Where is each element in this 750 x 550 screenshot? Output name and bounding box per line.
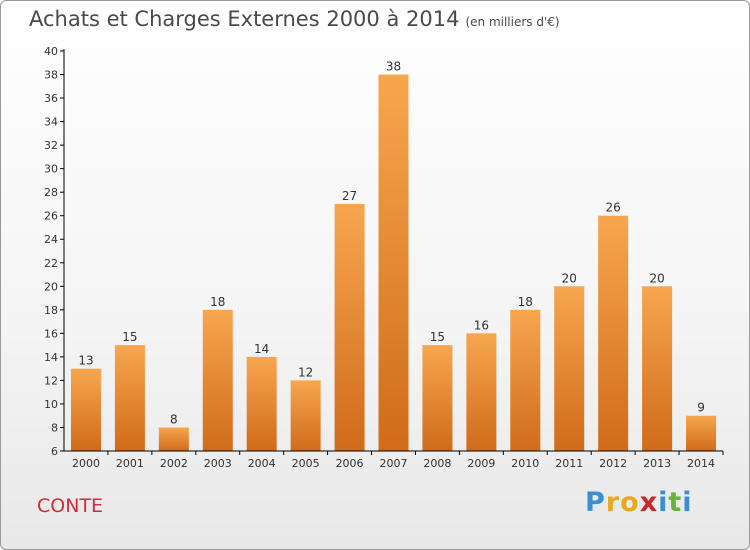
x-tick-label: 2007 bbox=[380, 457, 408, 470]
bar-value-label: 18 bbox=[210, 295, 225, 309]
x-tick-label: 2012 bbox=[599, 457, 627, 470]
bar-value-label: 13 bbox=[78, 354, 93, 368]
y-tick-label: 12 bbox=[44, 374, 58, 387]
bar-value-label: 26 bbox=[606, 201, 621, 215]
y-tick-label: 6 bbox=[51, 445, 58, 458]
chart-title: Achats et Charges Externes 2000 à 2014 (e… bbox=[29, 7, 560, 31]
x-tick-label: 2008 bbox=[423, 457, 451, 470]
bar-2002 bbox=[158, 427, 189, 451]
y-axis: 6 8 10 12 14 16 18 20 22 24 26 28 30 32 34 36 38 40 bbox=[44, 45, 65, 458]
chart-title-text: Achats et Charges Externes 2000 à 2014 bbox=[29, 7, 460, 31]
bar-2005 bbox=[290, 380, 321, 451]
bars-group: 13 15 8 18 14 12 27 38 15 16 18 20 26 20 9 bbox=[70, 60, 717, 451]
bar-value-label: 15 bbox=[122, 330, 137, 344]
logo-letter: i bbox=[682, 487, 693, 518]
y-tick-label: 18 bbox=[44, 304, 58, 317]
bar-2011 bbox=[554, 286, 585, 451]
bar-value-label: 12 bbox=[298, 365, 313, 379]
x-tick-label: 2004 bbox=[248, 457, 276, 470]
bar-2008 bbox=[422, 345, 453, 451]
x-tick-label: 2005 bbox=[292, 457, 320, 470]
bar-2014 bbox=[686, 415, 717, 451]
x-tick-label: 2010 bbox=[511, 457, 539, 470]
y-tick-label: 16 bbox=[44, 327, 58, 340]
y-tick-label: 20 bbox=[44, 280, 58, 293]
bar-2004 bbox=[246, 356, 277, 451]
bar-value-label: 15 bbox=[430, 330, 445, 344]
chart-unit: (en milliers d'€) bbox=[465, 15, 560, 29]
y-tick-label: 28 bbox=[44, 186, 58, 199]
bar-2009 bbox=[466, 333, 497, 451]
bar-value-label: 27 bbox=[342, 189, 357, 203]
bar-value-label: 9 bbox=[697, 401, 705, 415]
bar-value-label: 8 bbox=[170, 412, 178, 426]
bar-value-label: 18 bbox=[518, 295, 533, 309]
y-tick-label: 26 bbox=[44, 210, 58, 223]
x-tick-label: 2000 bbox=[72, 457, 100, 470]
x-tick-label: 2006 bbox=[336, 457, 364, 470]
bar-value-label: 14 bbox=[254, 342, 269, 356]
logo-letter: P bbox=[585, 487, 606, 518]
bar-2000 bbox=[70, 368, 101, 451]
y-tick-label: 38 bbox=[44, 69, 58, 82]
y-tick-label: 22 bbox=[44, 257, 58, 270]
y-tick-label: 14 bbox=[44, 351, 58, 364]
x-tick-label: 2003 bbox=[204, 457, 232, 470]
y-tick-label: 24 bbox=[44, 233, 58, 246]
bar-value-label: 38 bbox=[386, 60, 401, 74]
logo-letter: x bbox=[639, 487, 659, 518]
bar-value-label: 20 bbox=[562, 271, 577, 285]
y-tick-label: 10 bbox=[44, 398, 58, 411]
proxiti-logo: Proxiti bbox=[585, 487, 693, 518]
logo-letter: t bbox=[668, 487, 683, 518]
x-axis: 2000 2001 2002 2003 2004 2005 2006 2007 2008 2009… bbox=[64, 450, 724, 470]
logo-letter: r bbox=[605, 487, 621, 518]
bar-2001 bbox=[114, 345, 145, 451]
x-tick-label: 2009 bbox=[467, 457, 495, 470]
x-tick-label: 2014 bbox=[687, 457, 715, 470]
bar-2006 bbox=[334, 203, 365, 451]
x-tick-label: 2001 bbox=[116, 457, 144, 470]
y-tick-label: 40 bbox=[44, 45, 58, 58]
bar-2013 bbox=[642, 286, 673, 451]
y-tick-label: 8 bbox=[51, 421, 58, 434]
bar-2007 bbox=[378, 74, 409, 451]
bar-value-label: 20 bbox=[649, 271, 664, 285]
y-tick-label: 34 bbox=[44, 116, 58, 129]
x-tick-label: 2013 bbox=[643, 457, 671, 470]
x-tick-label: 2002 bbox=[160, 457, 188, 470]
bar-2012 bbox=[598, 215, 629, 451]
town-name: CONTE bbox=[37, 495, 104, 517]
bar-value-label: 16 bbox=[474, 318, 489, 332]
bar-2003 bbox=[202, 309, 233, 451]
y-tick-label: 36 bbox=[44, 92, 58, 105]
x-tick-label: 2011 bbox=[555, 457, 583, 470]
y-tick-label: 32 bbox=[44, 139, 58, 152]
logo-letter: o bbox=[620, 487, 640, 518]
y-tick-label: 30 bbox=[44, 163, 58, 176]
logo-letter: i bbox=[658, 487, 669, 518]
bar-2010 bbox=[510, 309, 541, 451]
